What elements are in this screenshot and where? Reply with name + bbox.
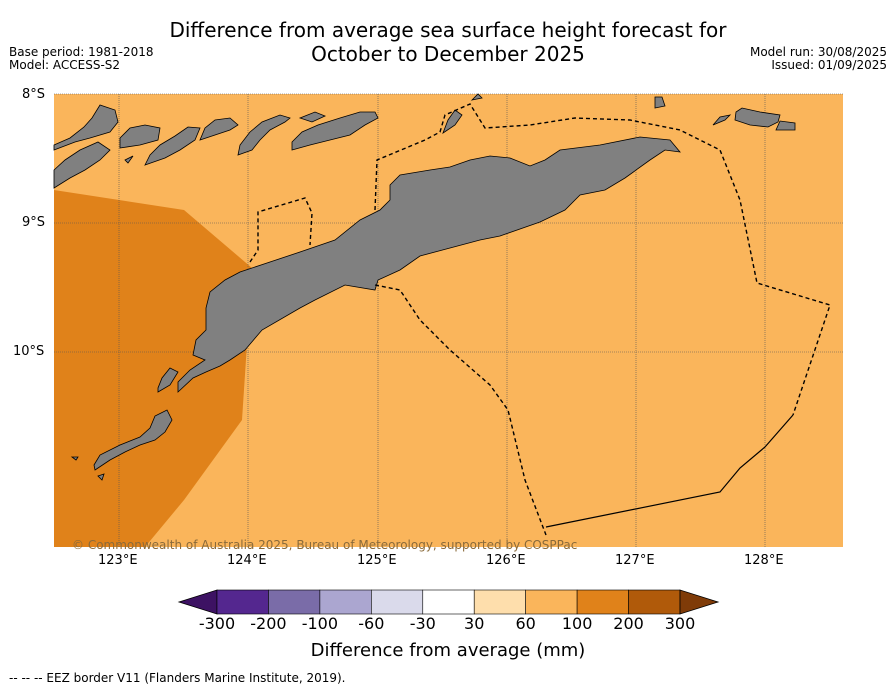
colorbar-segment	[473, 589, 526, 615]
colorbar-tick-label: -60	[358, 614, 385, 633]
adonara-island	[144, 126, 201, 166]
small-island-2	[70, 456, 79, 461]
eez-border	[249, 103, 831, 536]
land-masses	[53, 93, 796, 481]
flores-island	[53, 104, 119, 151]
lembata-island	[199, 117, 239, 141]
colorbar-title: Difference from average (mm)	[310, 640, 586, 661]
lat-label-8s: 8°S	[22, 87, 46, 102]
timor-island	[177, 136, 681, 393]
copyright-watermark: © Commonwealth of Australia 2025, Bureau…	[72, 538, 577, 552]
rote-island	[93, 409, 173, 471]
semau-island	[157, 367, 179, 393]
lon-label-123e: 123°E	[98, 553, 138, 568]
lon-label-128e: 128°E	[744, 553, 784, 568]
colorbar-extend-low	[177, 589, 218, 615]
small-island-4	[124, 155, 134, 164]
small-island-7	[734, 107, 781, 128]
small-island-5	[470, 93, 483, 101]
small-island-3	[298, 111, 327, 123]
title-line-1: Difference from average sea surface heig…	[169, 18, 727, 42]
colorbar-tick-label: 100	[561, 614, 593, 633]
model-name: Model: ACCESS-S2	[9, 58, 121, 72]
colorbar-tick-label: -200	[250, 614, 287, 633]
small-island-9	[712, 114, 732, 126]
solor-island	[119, 124, 161, 149]
model-run: Model run: 30/08/2025	[749, 45, 887, 59]
colorbar	[177, 589, 720, 615]
meta-right: Model run: 30/08/2025 Issued: 01/09/2025	[750, 46, 887, 72]
colorbar-segment	[268, 589, 321, 615]
colorbar-segment	[576, 589, 629, 615]
lon-label-126e: 126°E	[486, 553, 526, 568]
small-island-6	[654, 96, 666, 109]
small-island-1	[97, 473, 105, 481]
lon-label-125e: 125°E	[357, 553, 397, 568]
colorbar-segment	[319, 589, 372, 615]
colorbar-segment	[628, 589, 681, 615]
lon-label-124e: 124°E	[227, 553, 267, 568]
colorbar-tick-label: 30	[464, 614, 485, 633]
eez-legend-note: -- -- -- EEZ border V11 (Flanders Marine…	[9, 671, 346, 685]
flores-east	[53, 141, 111, 189]
atauro-island	[442, 109, 463, 135]
issued-date: Issued: 01/09/2025	[771, 58, 887, 72]
eez-border-solid	[545, 414, 794, 528]
colorbar-tick-label: 60	[515, 614, 536, 633]
colorbar-tick-label: -100	[301, 614, 339, 633]
colorbar-segment	[525, 589, 578, 615]
colorbar-segment	[216, 589, 269, 615]
lat-label-9s: 9°S	[22, 215, 46, 230]
map-title: Difference from average sea surface heig…	[0, 18, 896, 66]
colorbar-segment	[371, 589, 424, 615]
lat-label-10s: 10°S	[13, 344, 45, 359]
lon-label-127e: 127°E	[615, 553, 655, 568]
colorbar-tick-label: 200	[613, 614, 644, 633]
title-line-2: October to December 2025	[311, 42, 585, 66]
pantar-island	[237, 114, 291, 156]
colorbar-tick-label: 300	[664, 614, 696, 633]
base-period: Base period: 1981-2018	[9, 45, 154, 59]
meta-left: Base period: 1981-2018 Model: ACCESS-S2	[9, 46, 154, 72]
colorbar-segment	[422, 589, 475, 615]
colorbar-extend-high	[679, 589, 720, 615]
alor-island	[291, 111, 379, 151]
colorbar-tick-label: -30	[409, 614, 436, 633]
small-island-8	[775, 120, 796, 131]
colorbar-tick-label: -300	[198, 614, 236, 633]
